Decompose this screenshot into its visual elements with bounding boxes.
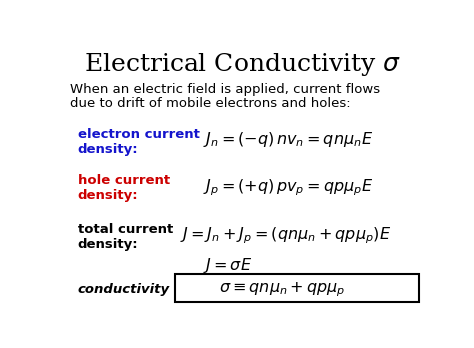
Text: $J = J_n + J_p = (qn\mu_n + qp\mu_p)E$: $J = J_n + J_p = (qn\mu_n + qp\mu_p)E$ [181, 226, 392, 246]
Text: due to drift of mobile electrons and holes:: due to drift of mobile electrons and hol… [70, 97, 351, 110]
Text: $J = \sigma E$: $J = \sigma E$ [202, 256, 252, 275]
Text: total current
density:: total current density: [78, 223, 173, 251]
Text: $J_n = (-q)\,nv_n = qn\mu_n E$: $J_n = (-q)\,nv_n = qn\mu_n E$ [202, 130, 373, 149]
Text: $J_p = (+q)\,pv_p = qp\mu_p E$: $J_p = (+q)\,pv_p = qp\mu_p E$ [202, 177, 373, 198]
Text: When an electric field is applied, current flows: When an electric field is applied, curre… [70, 83, 381, 96]
Text: Electrical Conductivity $\sigma$: Electrical Conductivity $\sigma$ [84, 51, 401, 78]
Text: conductivity: conductivity [78, 283, 170, 296]
Text: $\sigma \equiv qn\mu_n + qp\mu_p$: $\sigma \equiv qn\mu_n + qp\mu_p$ [219, 280, 346, 299]
Text: electron current
density:: electron current density: [78, 128, 200, 156]
Text: hole current
density:: hole current density: [78, 174, 170, 202]
